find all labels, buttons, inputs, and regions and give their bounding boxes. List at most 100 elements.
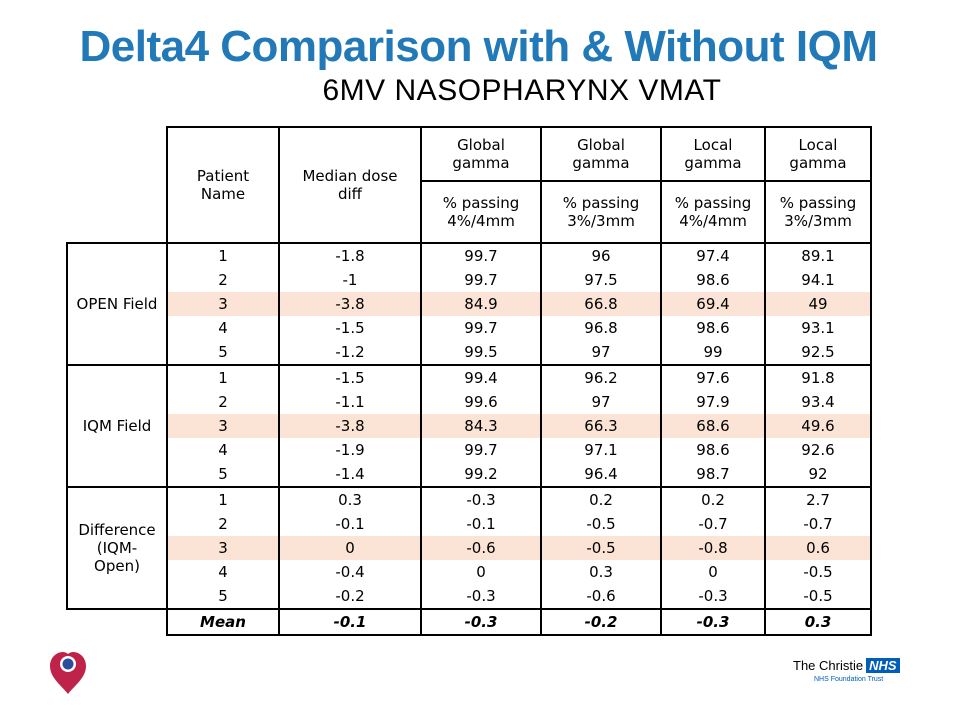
table-cell: 99.6 <box>420 390 542 414</box>
table-cell: -0.3 <box>660 584 766 610</box>
table-cell: 3 <box>166 292 280 316</box>
table-row: 3 -3.8 84.3 66.3 68.6 49.6 <box>67 414 872 438</box>
header-blank <box>67 127 167 243</box>
table-cell: -0.6 <box>420 536 542 560</box>
table-cell: 98.6 <box>660 316 766 340</box>
header-text: Global <box>457 136 505 154</box>
table-cell: 99.7 <box>420 438 542 462</box>
table-cell: 97 <box>540 390 662 414</box>
table-cell: 99.5 <box>420 340 542 366</box>
table-cell: 68.6 <box>660 414 766 438</box>
table-cell: 92 <box>764 462 872 488</box>
table-cell: 2 <box>166 268 280 292</box>
header-text: Open) <box>94 557 140 575</box>
mean-value: -0.3 <box>660 608 766 636</box>
table-cell: 5 <box>166 584 280 610</box>
mean-value: 0.3 <box>764 608 872 636</box>
table-cell: 4 <box>166 316 280 340</box>
table-cell: 97.1 <box>540 438 662 462</box>
header-text: gamma <box>572 154 630 172</box>
slide-subtitle: 6MV NASOPHARYNX VMAT <box>322 74 722 107</box>
table-cell: -1.4 <box>278 462 422 488</box>
mean-value: -0.2 <box>540 608 662 636</box>
table-row: 3 -3.8 84.9 66.8 69.4 49 <box>67 292 872 316</box>
table-cell: 98.7 <box>660 462 766 488</box>
table-cell: 49 <box>764 292 872 316</box>
table-row: 5 -1.4 99.2 96.4 98.7 92 <box>67 462 872 488</box>
table-cell: -1.2 <box>278 340 422 366</box>
table-cell: -0.3 <box>420 584 542 610</box>
table-cell: -0.7 <box>660 512 766 536</box>
table-cell: -0.4 <box>278 560 422 584</box>
table-cell: 99.7 <box>420 242 542 268</box>
header-text: diff <box>337 185 363 203</box>
table-cell: -0.1 <box>278 512 422 536</box>
header-text: 4%/4mm <box>679 212 747 230</box>
table-cell: 89.1 <box>764 242 872 268</box>
group-label: OPEN Field <box>66 242 168 366</box>
table-cell: -1.8 <box>278 242 422 268</box>
header-text: Patient <box>196 167 250 185</box>
header-passing-1: % passing 4%/4mm <box>420 180 542 244</box>
header-text: % passing <box>674 194 752 212</box>
header-text: Name <box>200 185 246 203</box>
header-local-gamma-2: Local gamma <box>764 126 872 182</box>
table-cell: -0.2 <box>278 584 422 610</box>
header-text: Median dose <box>302 167 398 185</box>
table-cell: -0.5 <box>764 560 872 584</box>
table-row: 2 -0.1 -0.1 -0.5 -0.7 -0.7 <box>67 512 872 536</box>
group-label: IQM Field <box>66 364 168 488</box>
table-cell: 92.5 <box>764 340 872 366</box>
table-cell: 93.4 <box>764 390 872 414</box>
table-cell: 94.1 <box>764 268 872 292</box>
table-cell: 91.8 <box>764 364 872 390</box>
header-text: 4%/4mm <box>447 212 515 230</box>
header-passing-3: % passing 4%/4mm <box>660 180 766 244</box>
table-cell: 97.9 <box>660 390 766 414</box>
table-row: IQM Field 1 -1.5 99.4 96.2 97.6 91.8 <box>66 364 872 488</box>
table-cell: 1 <box>166 364 280 390</box>
table-row: 5 -0.2 -0.3 -0.6 -0.3 -0.5 <box>67 584 872 610</box>
table-cell: 0.3 <box>278 486 422 512</box>
table-cell: -3.8 <box>278 414 422 438</box>
table-cell: 99.2 <box>420 462 542 488</box>
nhs-badge: NHS <box>866 658 900 673</box>
table-cell: -1.5 <box>278 364 422 390</box>
table-cell: 99.7 <box>420 316 542 340</box>
header-median-dose-diff: Median dose diff <box>278 126 422 244</box>
table-cell: 96.2 <box>540 364 662 390</box>
table-cell: 3 <box>166 414 280 438</box>
table-row: 4 -1.5 99.7 96.8 98.6 93.1 <box>67 316 872 340</box>
table-cell: 2 <box>166 512 280 536</box>
table-cell: 97.5 <box>540 268 662 292</box>
table-cell: 49.6 <box>764 414 872 438</box>
header-passing-4: % passing 3%/3mm <box>764 180 872 244</box>
header-text: gamma <box>684 154 742 172</box>
christie-logo: The Christie NHS <box>793 658 900 673</box>
header-text: Global <box>577 136 625 154</box>
header-local-gamma-1: Local gamma <box>660 126 766 182</box>
header-text: OPEN Field <box>76 295 158 313</box>
table-cell: 1 <box>166 486 280 512</box>
table-cell: 0 <box>278 536 422 560</box>
table-cell: 3 <box>166 536 280 560</box>
header-text: IQM Field <box>82 417 152 435</box>
comparison-table: Patient Name Median dose diff Global gamma Glo… <box>66 126 872 636</box>
table-cell: 97.4 <box>660 242 766 268</box>
table-cell: -0.5 <box>540 536 662 560</box>
header-text: gamma <box>452 154 510 172</box>
header-global-gamma-2: Global gamma <box>540 126 662 182</box>
header-patient-name: Patient Name <box>166 126 280 244</box>
table-cell: -0.7 <box>764 512 872 536</box>
table-cell: 69.4 <box>660 292 766 316</box>
group-label: Difference (IQM- Open) <box>66 486 168 610</box>
table-row: 2 -1.1 99.6 97 97.9 93.4 <box>67 390 872 414</box>
table-cell: 98.6 <box>660 438 766 462</box>
table-cell: -0.5 <box>764 584 872 610</box>
table-cell: 92.6 <box>764 438 872 462</box>
table-cell: 66.8 <box>540 292 662 316</box>
table-row: 5 -1.2 99.5 97 99 92.5 <box>67 340 872 366</box>
trust-name: NHS Foundation Trust <box>814 676 884 683</box>
table-cell: 0.2 <box>540 486 662 512</box>
table-row: OPEN Field 1 -1.8 99.7 96 97.4 89.1 <box>66 242 872 366</box>
